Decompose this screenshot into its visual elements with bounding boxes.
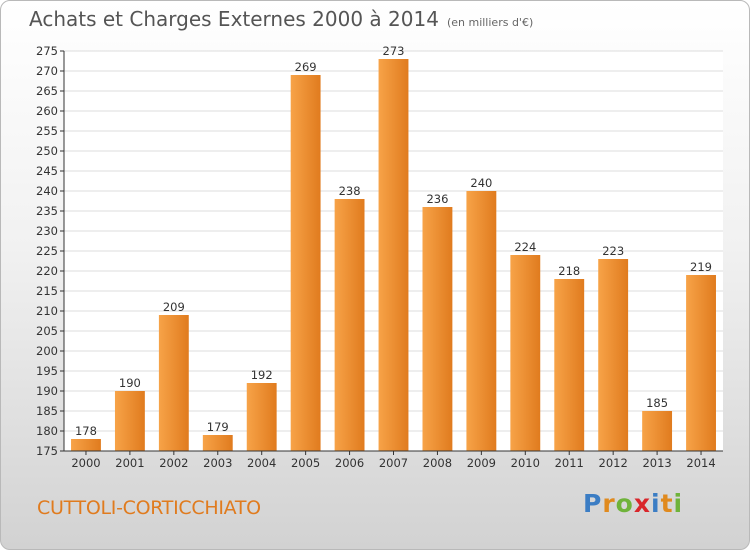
bar (290, 75, 321, 451)
chart-title: Achats et Charges Externes 2000 à 2014 (e… (29, 7, 533, 31)
y-tick-label: 270 (36, 64, 58, 78)
x-tick-label: 2004 (247, 456, 276, 470)
x-tick-label: 2000 (71, 456, 100, 470)
bar-value-label: 223 (602, 244, 624, 258)
x-tick-label: 2005 (291, 456, 320, 470)
x-tick-label: 2010 (511, 456, 540, 470)
x-tick-label: 2012 (599, 456, 628, 470)
y-tick-label: 200 (36, 344, 58, 358)
bar (71, 439, 101, 451)
x-tick-label: 2006 (335, 456, 364, 470)
y-tick-label: 260 (36, 104, 58, 118)
bar-value-label: 238 (339, 184, 361, 198)
y-tick-label: 215 (36, 284, 58, 298)
bar-value-label: 218 (558, 264, 580, 278)
bar (510, 255, 541, 451)
y-tick-label: 240 (36, 184, 58, 198)
y-tick-label: 265 (36, 84, 58, 98)
x-tick-label: 2007 (379, 456, 408, 470)
y-tick-label: 175 (36, 444, 58, 458)
bar-value-label: 224 (514, 240, 536, 254)
x-tick-label: 2003 (203, 456, 232, 470)
logo-letter: i (673, 489, 684, 518)
chart-title-text: Achats et Charges Externes 2000 à 2014 (29, 7, 439, 31)
bar-value-label: 240 (470, 176, 492, 190)
x-tick-label: 2002 (159, 456, 188, 470)
x-tick-label: 2014 (686, 456, 715, 470)
bar (422, 207, 453, 451)
bar (466, 191, 497, 451)
logo-letter: r (602, 489, 616, 518)
bar (202, 435, 233, 451)
bar-value-label: 269 (295, 60, 317, 74)
y-tick-label: 190 (36, 384, 58, 398)
bar-value-label: 179 (207, 420, 229, 434)
y-tick-label: 245 (36, 164, 58, 178)
bar (334, 199, 365, 451)
logo-letter: i (651, 489, 661, 518)
y-tick-label: 210 (36, 304, 58, 318)
bar-value-label: 185 (646, 396, 668, 410)
bar-value-label: 219 (690, 260, 712, 274)
y-tick-label: 180 (36, 424, 58, 438)
y-tick-label: 220 (36, 264, 58, 278)
bar (114, 391, 145, 451)
y-tick-label: 205 (36, 324, 58, 338)
bar-value-label: 178 (75, 424, 97, 438)
x-tick-label: 2001 (115, 456, 144, 470)
bar-value-label: 236 (426, 192, 448, 206)
bar-value-label: 190 (119, 376, 141, 390)
logo-letter: t (660, 489, 674, 518)
bar (598, 259, 629, 451)
bar (554, 279, 585, 451)
proxiti-logo: Proxiti (583, 489, 683, 518)
y-tick-label: 235 (36, 204, 58, 218)
y-tick-label: 230 (36, 224, 58, 238)
x-tick-label: 2013 (642, 456, 671, 470)
bar (642, 411, 673, 451)
bar-value-label: 273 (383, 44, 405, 58)
logo-letter: o (615, 489, 634, 518)
x-tick-label: 2011 (555, 456, 584, 470)
y-tick-label: 250 (36, 144, 58, 158)
bar-value-label: 209 (163, 300, 185, 314)
y-tick-label: 275 (36, 44, 58, 58)
bar (246, 383, 277, 451)
x-tick-label: 2008 (423, 456, 452, 470)
y-tick-label: 195 (36, 364, 58, 378)
chart-subtitle: (en milliers d'€) (446, 16, 534, 29)
y-tick-label: 185 (36, 404, 58, 418)
logo-letter: x (633, 489, 651, 518)
logo-letter: P (583, 489, 603, 518)
bar (158, 315, 189, 451)
commune-name: CUTTOLI-CORTICCHIATO (37, 497, 261, 519)
bar-value-label: 192 (251, 368, 273, 382)
x-tick-label: 2009 (467, 456, 496, 470)
y-tick-label: 225 (36, 244, 58, 258)
bar (686, 275, 716, 451)
bar (378, 59, 409, 451)
y-tick-label: 255 (36, 124, 58, 138)
